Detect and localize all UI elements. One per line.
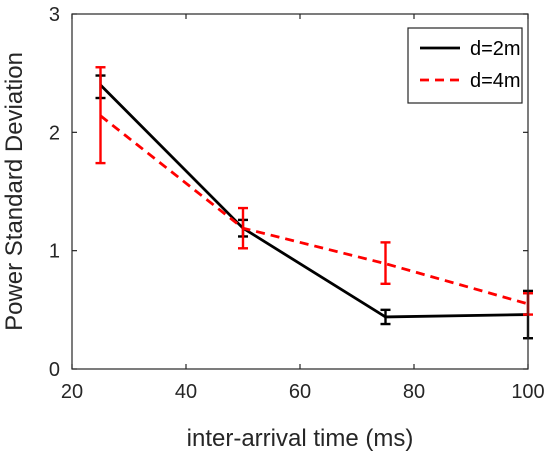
y-tick-label: 0 xyxy=(49,359,60,381)
legend: d=2m d=4m xyxy=(407,27,523,104)
y-tick-label: 3 xyxy=(49,4,60,26)
x-tick-label: 100 xyxy=(511,381,544,403)
y-axis-label: Power Standard Deviation xyxy=(1,52,28,331)
series-line-d=2m xyxy=(99,84,529,319)
legend-box xyxy=(407,27,523,104)
x-tick-label: 40 xyxy=(175,381,197,403)
ticks: 20 40 60 80 100 0 1 2 3 xyxy=(49,4,545,403)
plot-series xyxy=(95,66,533,340)
x-axis-label: inter-arrival time (ms) xyxy=(187,425,414,452)
legend-label: d=2m xyxy=(470,38,521,60)
series-line-d=4m xyxy=(99,114,529,306)
x-tick-label: 80 xyxy=(403,381,425,403)
legend-label: d=4m xyxy=(470,70,521,92)
x-tick-label: 20 xyxy=(61,381,83,403)
x-tick-label: 60 xyxy=(289,381,311,403)
y-tick-label: 1 xyxy=(49,241,60,263)
y-tick-label: 2 xyxy=(49,122,60,144)
